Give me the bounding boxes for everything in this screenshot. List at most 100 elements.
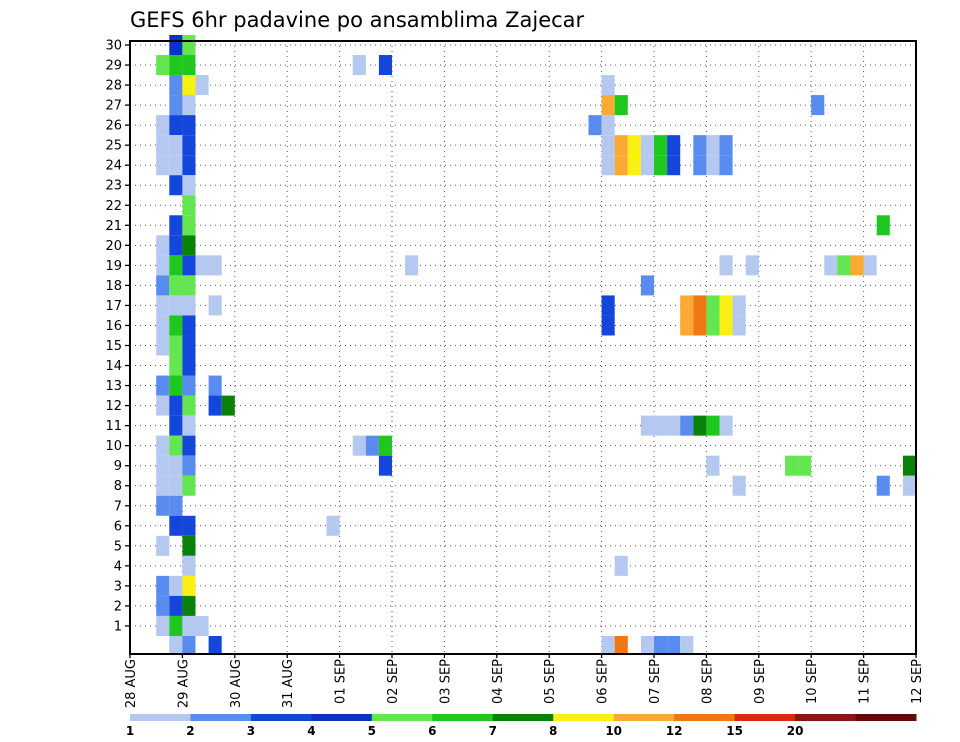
data-cell (182, 95, 196, 116)
data-cell (195, 615, 209, 636)
data-cell (352, 435, 366, 456)
legend-swatch (371, 714, 433, 721)
data-cell (182, 115, 196, 136)
data-cell (169, 175, 183, 196)
data-cell (326, 515, 340, 536)
data-cell (785, 455, 799, 476)
legend-label: 5 (368, 724, 376, 738)
data-cell (693, 415, 707, 436)
data-cell (156, 395, 170, 416)
y-tick-label: 18 (105, 279, 122, 294)
data-cell (614, 135, 628, 156)
legend-swatch (553, 714, 615, 721)
data-cell (745, 255, 759, 276)
legend: 1 2 3 4 5 6 7 8 10 12 15 20 (126, 714, 917, 738)
x-tick-label: 04 SEP (491, 659, 506, 704)
data-cell (640, 135, 654, 156)
data-cell (719, 295, 733, 316)
data-cell (182, 415, 196, 436)
data-cell (798, 455, 812, 476)
data-cell (156, 135, 170, 156)
data-cell (667, 415, 681, 436)
data-cell (169, 34, 183, 56)
y-tick-label: 6 (114, 519, 122, 534)
x-tick-label: 28 AUG (124, 659, 139, 708)
legend-swatch (855, 714, 917, 721)
data-cell (208, 295, 222, 316)
data-cell (182, 355, 196, 376)
legend-label: 3 (247, 724, 255, 738)
data-cell (627, 155, 641, 176)
y-tick-label: 22 (105, 199, 122, 214)
data-cell (169, 375, 183, 396)
grid-lines (129, 41, 917, 654)
data-cell (169, 55, 183, 76)
y-tick-label: 30 (105, 39, 122, 54)
x-tick-label: 08 SEP (700, 659, 715, 704)
data-cell (693, 135, 707, 156)
data-cell (156, 235, 170, 256)
y-tick-label: 8 (114, 479, 122, 494)
data-cell (169, 575, 183, 596)
data-cell (640, 275, 654, 296)
data-cell (182, 515, 196, 536)
data-cell (182, 595, 196, 616)
data-cell (182, 455, 196, 476)
data-cell (614, 555, 628, 576)
y-tick-label: 4 (114, 559, 122, 574)
data-cell (169, 515, 183, 536)
data-cell (169, 295, 183, 316)
data-cell (378, 55, 392, 76)
data-cell (588, 115, 602, 136)
data-cell (208, 635, 222, 654)
y-tick-label: 28 (105, 79, 122, 94)
y-tick-label: 25 (105, 139, 122, 154)
data-cell (378, 455, 392, 476)
data-cell (169, 335, 183, 356)
data-cell (182, 335, 196, 356)
data-cell (169, 395, 183, 416)
data-cell (182, 175, 196, 196)
data-cell (156, 295, 170, 316)
data-cell (169, 415, 183, 436)
x-tick-label: 31 AUG (281, 659, 296, 708)
data-cell (732, 295, 746, 316)
y-tick-label: 7 (114, 499, 122, 514)
data-cell (614, 635, 628, 654)
data-cell (640, 155, 654, 176)
data-cell (156, 535, 170, 556)
x-tick-label: 10 SEP (805, 659, 820, 704)
data-cell (680, 315, 694, 336)
data-cell (693, 315, 707, 336)
data-cell (169, 315, 183, 336)
data-cell (208, 395, 222, 416)
legend-label: 10 (605, 724, 622, 738)
data-cell (182, 475, 196, 496)
x-tick-label: 09 SEP (753, 659, 768, 704)
data-cell (601, 635, 615, 654)
legend-label: 20 (787, 724, 804, 738)
y-tick-label: 15 (105, 339, 122, 354)
data-cell (169, 235, 183, 256)
data-cell (182, 195, 196, 216)
y-tick-label: 16 (105, 319, 122, 334)
y-tick-label: 11 (105, 419, 122, 434)
y-axis: 1234567891011121314151617181920212223242… (105, 39, 130, 634)
data-cell (182, 75, 196, 96)
data-cell (902, 475, 916, 496)
x-tick-label: 07 SEP (648, 659, 663, 704)
data-cell (640, 415, 654, 436)
y-tick-label: 14 (105, 359, 122, 374)
data-cell (667, 135, 681, 156)
y-tick-label: 26 (105, 119, 122, 134)
y-tick-label: 29 (105, 59, 122, 74)
data-cell (719, 155, 733, 176)
data-cell (156, 615, 170, 636)
legend-label: 7 (489, 724, 497, 738)
data-cell (156, 455, 170, 476)
legend-label: 2 (186, 724, 194, 738)
data-cell (169, 275, 183, 296)
data-cell (169, 495, 183, 516)
data-cell (719, 315, 733, 336)
